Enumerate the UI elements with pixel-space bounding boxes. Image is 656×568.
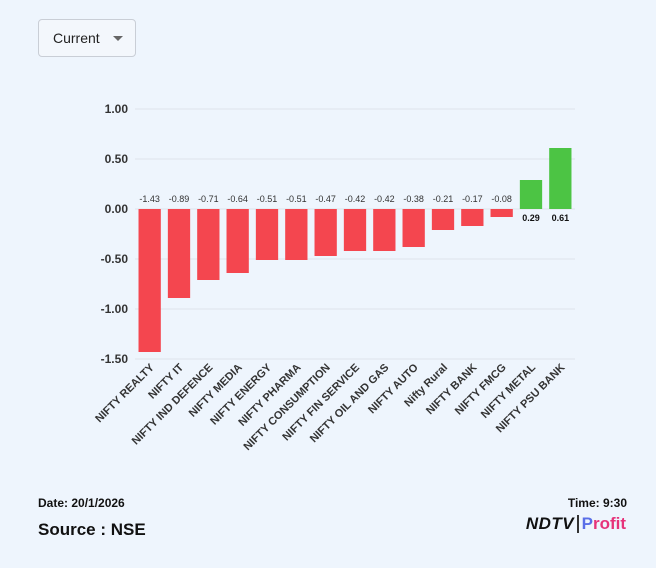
bar <box>226 209 249 273</box>
bar <box>314 209 337 256</box>
logo-divider <box>577 515 579 533</box>
bar <box>549 148 572 209</box>
period-dropdown[interactable]: Current <box>38 19 136 57</box>
data-label: -0.51 <box>257 194 278 204</box>
time-label: Time: 9:30 <box>567 496 627 510</box>
data-label: -0.42 <box>345 194 366 204</box>
chevron-down-icon <box>113 36 123 41</box>
data-label: -0.08 <box>491 194 512 204</box>
bar <box>197 209 220 280</box>
data-label: -1.43 <box>139 194 160 204</box>
bar <box>461 209 484 226</box>
data-label: 0.61 <box>552 213 570 223</box>
data-label: -0.42 <box>374 194 395 204</box>
data-label: -0.71 <box>198 194 219 204</box>
logo-product: Profit <box>581 514 626 533</box>
bar <box>285 209 308 260</box>
data-label: -0.89 <box>169 194 190 204</box>
data-label: -0.38 <box>403 194 424 204</box>
y-tick-label: -1.50 <box>101 352 129 366</box>
y-tick-label: -0.50 <box>101 252 129 266</box>
date-label: Date: 20/1/2026 <box>38 496 125 510</box>
period-dropdown-value: Current <box>53 30 100 46</box>
data-label: -0.21 <box>433 194 454 204</box>
logo-brand: NDTV <box>525 514 575 533</box>
data-label: -0.47 <box>315 194 336 204</box>
source-label: Source : NSE <box>38 520 146 539</box>
bar <box>431 209 455 230</box>
data-label: -0.17 <box>462 194 483 204</box>
data-label: 0.29 <box>522 213 540 223</box>
data-label: -0.51 <box>286 194 307 204</box>
y-tick-label: -1.00 <box>101 302 129 316</box>
bar <box>138 209 161 352</box>
bar <box>255 209 279 260</box>
bar <box>402 209 425 247</box>
y-tick-label: 1.00 <box>105 102 129 116</box>
y-tick-label: 0.50 <box>105 152 129 166</box>
data-label: -0.64 <box>227 194 248 204</box>
y-tick-label: 0.00 <box>105 202 129 216</box>
bar <box>490 209 513 217</box>
bar <box>167 209 191 298</box>
bar <box>373 209 396 251</box>
bar <box>343 209 367 251</box>
ndtv-profit-logo: NDTV Profit <box>526 514 626 534</box>
bar <box>519 180 543 209</box>
